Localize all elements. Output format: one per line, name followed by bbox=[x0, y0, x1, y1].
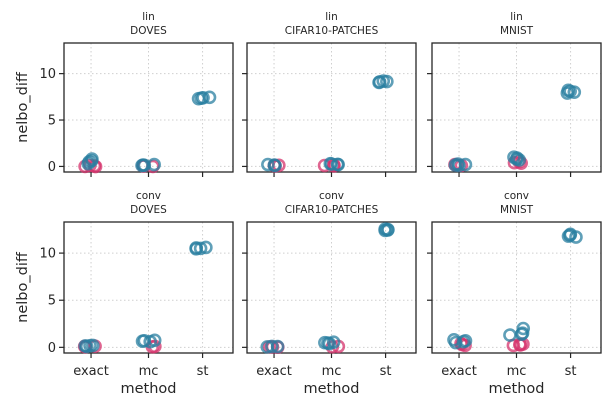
x-tick-label: exact bbox=[73, 364, 109, 379]
x-tick-label: mc bbox=[322, 364, 342, 379]
y-tick-label: 10 bbox=[39, 67, 56, 82]
panel-title: conv bbox=[136, 190, 161, 202]
y-tick-label: 5 bbox=[48, 114, 56, 129]
data-point bbox=[380, 74, 394, 89]
y-axis-label: nelbo_diff bbox=[15, 71, 31, 143]
panel-subtitle: MNIST bbox=[500, 204, 534, 216]
data-point bbox=[323, 156, 338, 171]
data-point bbox=[84, 154, 99, 168]
x-tick-label: mc bbox=[507, 364, 527, 379]
data-point bbox=[265, 339, 279, 354]
x-axis-label: method bbox=[304, 381, 360, 397]
x-tick-label: st bbox=[197, 364, 209, 379]
panel-subtitle: CIFAR10-PATCHES bbox=[285, 25, 379, 37]
panel-title: conv bbox=[504, 190, 529, 202]
x-axis-label: method bbox=[489, 381, 545, 397]
panel-title: conv bbox=[319, 190, 344, 202]
panel-subtitle: DOVES bbox=[130, 204, 167, 216]
panel-title: lin bbox=[142, 11, 155, 23]
panel-title: lin bbox=[510, 11, 523, 23]
x-tick-label: st bbox=[380, 364, 392, 379]
data-point bbox=[137, 158, 152, 173]
y-tick-label: 5 bbox=[48, 294, 56, 309]
data-point bbox=[560, 86, 575, 100]
x-tick-label: st bbox=[565, 364, 577, 379]
x-axis-label: method bbox=[121, 381, 177, 397]
data-point bbox=[378, 222, 392, 236]
data-point bbox=[448, 158, 463, 172]
data-point bbox=[372, 75, 386, 90]
data-point bbox=[318, 335, 332, 350]
data-point bbox=[189, 242, 203, 256]
data-point bbox=[569, 230, 583, 244]
data-point bbox=[509, 152, 524, 166]
y-axis-label: nelbo_diff bbox=[15, 251, 31, 323]
x-tick-label: exact bbox=[441, 364, 477, 379]
y-tick-label: 0 bbox=[48, 341, 56, 356]
data-point bbox=[330, 157, 345, 172]
y-tick-label: 0 bbox=[48, 160, 56, 175]
data-point bbox=[503, 328, 517, 342]
data-point bbox=[270, 339, 285, 354]
panel-title: lin bbox=[325, 11, 338, 23]
data-point bbox=[317, 158, 332, 173]
panel-subtitle: MNIST bbox=[500, 25, 534, 37]
x-tick-label: mc bbox=[139, 364, 159, 379]
panel-subtitle: CIFAR10-PATCHES bbox=[285, 204, 379, 216]
data-point bbox=[515, 326, 530, 341]
data-point bbox=[83, 338, 97, 353]
data-point bbox=[261, 157, 275, 172]
data-point bbox=[563, 228, 577, 242]
panel-subtitle: DOVES bbox=[130, 25, 167, 37]
data-point bbox=[147, 333, 162, 348]
data-point bbox=[268, 158, 282, 173]
x-tick-label: exact bbox=[256, 364, 292, 379]
data-point bbox=[196, 90, 210, 105]
y-tick-label: 10 bbox=[39, 247, 56, 262]
data-point bbox=[448, 335, 463, 350]
